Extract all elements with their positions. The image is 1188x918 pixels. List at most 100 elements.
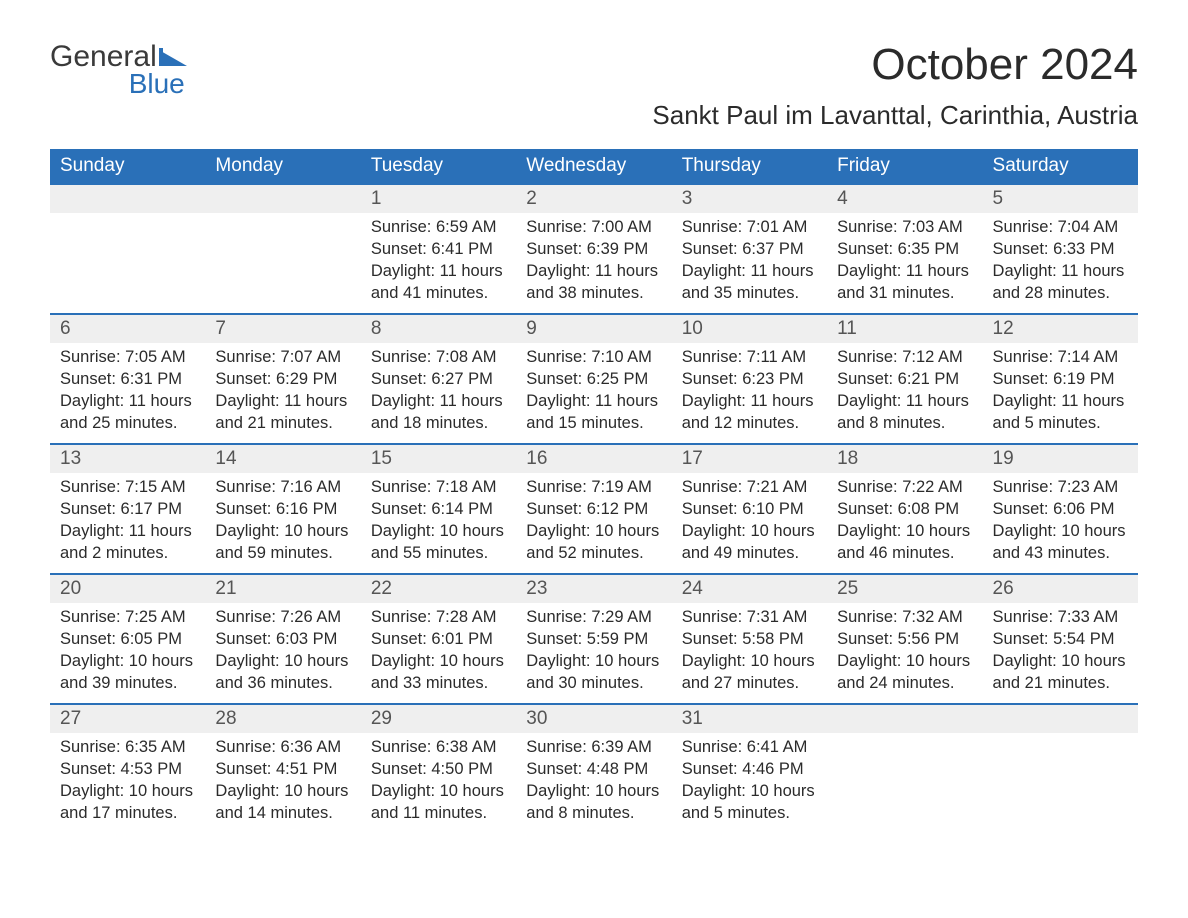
day-number-cell: 28 bbox=[205, 704, 360, 733]
dl2-line: and 27 minutes. bbox=[682, 673, 817, 694]
sunset-line: Sunset: 5:54 PM bbox=[993, 629, 1128, 650]
day-number: 31 bbox=[672, 705, 827, 733]
dl2-line: and 31 minutes. bbox=[837, 283, 972, 304]
logo-text-bottom: Blue bbox=[50, 68, 187, 100]
sunrise-line: Sunrise: 7:15 AM bbox=[60, 477, 195, 498]
week-daynum-row: 13141516171819 bbox=[50, 444, 1138, 473]
sunset-line: Sunset: 6:01 PM bbox=[371, 629, 506, 650]
dl1-line: Daylight: 10 hours bbox=[371, 521, 506, 542]
day-content-cell bbox=[205, 213, 360, 314]
dl2-line: and 46 minutes. bbox=[837, 543, 972, 564]
sunrise-line: Sunrise: 7:05 AM bbox=[60, 347, 195, 368]
week-daynum-row: 20212223242526 bbox=[50, 574, 1138, 603]
week-daynum-row: 12345 bbox=[50, 184, 1138, 213]
dl2-line: and 21 minutes. bbox=[215, 413, 350, 434]
day-number: 16 bbox=[516, 445, 671, 473]
sunrise-line: Sunrise: 7:14 AM bbox=[993, 347, 1128, 368]
day-content: Sunrise: 7:25 AMSunset: 6:05 PMDaylight:… bbox=[50, 603, 205, 703]
day-number: 17 bbox=[672, 445, 827, 473]
sunrise-line: Sunrise: 7:03 AM bbox=[837, 217, 972, 238]
sunset-line: Sunset: 6:05 PM bbox=[60, 629, 195, 650]
day-number: 2 bbox=[516, 185, 671, 213]
sunset-line: Sunset: 4:46 PM bbox=[682, 759, 817, 780]
day-header-monday: Monday bbox=[205, 149, 360, 184]
day-content-cell: Sunrise: 7:22 AMSunset: 6:08 PMDaylight:… bbox=[827, 473, 982, 574]
day-number: 30 bbox=[516, 705, 671, 733]
dl1-line: Daylight: 10 hours bbox=[60, 651, 195, 672]
day-number-cell: 2 bbox=[516, 184, 671, 213]
sunset-line: Sunset: 5:56 PM bbox=[837, 629, 972, 650]
day-number-cell: 6 bbox=[50, 314, 205, 343]
day-number-cell: 21 bbox=[205, 574, 360, 603]
day-number-cell: 29 bbox=[361, 704, 516, 733]
day-content: Sunrise: 6:36 AMSunset: 4:51 PMDaylight:… bbox=[205, 733, 360, 833]
day-header-sunday: Sunday bbox=[50, 149, 205, 184]
dl2-line: and 36 minutes. bbox=[215, 673, 350, 694]
sunset-line: Sunset: 6:08 PM bbox=[837, 499, 972, 520]
day-number: 24 bbox=[672, 575, 827, 603]
dl2-line: and 28 minutes. bbox=[993, 283, 1128, 304]
day-number-cell: 1 bbox=[361, 184, 516, 213]
dl1-line: Daylight: 10 hours bbox=[215, 521, 350, 542]
day-content-cell: Sunrise: 7:18 AMSunset: 6:14 PMDaylight:… bbox=[361, 473, 516, 574]
day-content: Sunrise: 7:12 AMSunset: 6:21 PMDaylight:… bbox=[827, 343, 982, 443]
day-number-cell: 8 bbox=[361, 314, 516, 343]
dl1-line: Daylight: 10 hours bbox=[526, 521, 661, 542]
sunset-line: Sunset: 6:06 PM bbox=[993, 499, 1128, 520]
calendar-table: Sunday Monday Tuesday Wednesday Thursday… bbox=[50, 149, 1138, 833]
sunset-line: Sunset: 6:19 PM bbox=[993, 369, 1128, 390]
dl1-line: Daylight: 11 hours bbox=[371, 391, 506, 412]
day-number-cell: 11 bbox=[827, 314, 982, 343]
dl2-line: and 35 minutes. bbox=[682, 283, 817, 304]
sunrise-line: Sunrise: 7:31 AM bbox=[682, 607, 817, 628]
day-content: Sunrise: 7:07 AMSunset: 6:29 PMDaylight:… bbox=[205, 343, 360, 443]
sunset-line: Sunset: 6:16 PM bbox=[215, 499, 350, 520]
sunrise-line: Sunrise: 7:10 AM bbox=[526, 347, 661, 368]
day-number: 4 bbox=[827, 185, 982, 213]
day-content: Sunrise: 7:16 AMSunset: 6:16 PMDaylight:… bbox=[205, 473, 360, 573]
week-content-row: Sunrise: 6:59 AMSunset: 6:41 PMDaylight:… bbox=[50, 213, 1138, 314]
dl2-line: and 52 minutes. bbox=[526, 543, 661, 564]
day-content-cell: Sunrise: 7:11 AMSunset: 6:23 PMDaylight:… bbox=[672, 343, 827, 444]
day-content: Sunrise: 7:32 AMSunset: 5:56 PMDaylight:… bbox=[827, 603, 982, 703]
dl1-line: Daylight: 10 hours bbox=[371, 651, 506, 672]
day-content-cell: Sunrise: 6:39 AMSunset: 4:48 PMDaylight:… bbox=[516, 733, 671, 833]
dl1-line: Daylight: 11 hours bbox=[993, 391, 1128, 412]
day-content-cell bbox=[50, 213, 205, 314]
dl2-line: and 18 minutes. bbox=[371, 413, 506, 434]
day-content-cell: Sunrise: 7:32 AMSunset: 5:56 PMDaylight:… bbox=[827, 603, 982, 704]
day-content: Sunrise: 7:26 AMSunset: 6:03 PMDaylight:… bbox=[205, 603, 360, 703]
sunrise-line: Sunrise: 7:12 AM bbox=[837, 347, 972, 368]
sunset-line: Sunset: 6:35 PM bbox=[837, 239, 972, 260]
calendar-header-row: Sunday Monday Tuesday Wednesday Thursday… bbox=[50, 149, 1138, 184]
day-number-cell: 26 bbox=[983, 574, 1138, 603]
day-content: Sunrise: 7:22 AMSunset: 6:08 PMDaylight:… bbox=[827, 473, 982, 573]
day-number: 9 bbox=[516, 315, 671, 343]
dl2-line: and 24 minutes. bbox=[837, 673, 972, 694]
day-content-cell: Sunrise: 6:59 AMSunset: 6:41 PMDaylight:… bbox=[361, 213, 516, 314]
day-number: 11 bbox=[827, 315, 982, 343]
dl2-line: and 55 minutes. bbox=[371, 543, 506, 564]
day-number: 14 bbox=[205, 445, 360, 473]
day-number-cell bbox=[983, 704, 1138, 733]
dl2-line: and 8 minutes. bbox=[837, 413, 972, 434]
sunrise-line: Sunrise: 7:26 AM bbox=[215, 607, 350, 628]
title-block: October 2024 Sankt Paul im Lavanttal, Ca… bbox=[652, 40, 1138, 145]
calendar-body: 12345Sunrise: 6:59 AMSunset: 6:41 PMDayl… bbox=[50, 184, 1138, 833]
dl1-line: Daylight: 10 hours bbox=[682, 651, 817, 672]
sunrise-line: Sunrise: 7:16 AM bbox=[215, 477, 350, 498]
day-content-cell: Sunrise: 7:21 AMSunset: 6:10 PMDaylight:… bbox=[672, 473, 827, 574]
sunrise-line: Sunrise: 7:25 AM bbox=[60, 607, 195, 628]
dl2-line: and 11 minutes. bbox=[371, 803, 506, 824]
dl1-line: Daylight: 10 hours bbox=[682, 521, 817, 542]
dl1-line: Daylight: 10 hours bbox=[682, 781, 817, 802]
day-number-cell: 16 bbox=[516, 444, 671, 473]
day-number-cell: 13 bbox=[50, 444, 205, 473]
day-number-cell: 14 bbox=[205, 444, 360, 473]
day-number: 28 bbox=[205, 705, 360, 733]
dl2-line: and 21 minutes. bbox=[993, 673, 1128, 694]
week-content-row: Sunrise: 7:05 AMSunset: 6:31 PMDaylight:… bbox=[50, 343, 1138, 444]
sunset-line: Sunset: 6:10 PM bbox=[682, 499, 817, 520]
day-content: Sunrise: 7:31 AMSunset: 5:58 PMDaylight:… bbox=[672, 603, 827, 703]
dl2-line: and 33 minutes. bbox=[371, 673, 506, 694]
